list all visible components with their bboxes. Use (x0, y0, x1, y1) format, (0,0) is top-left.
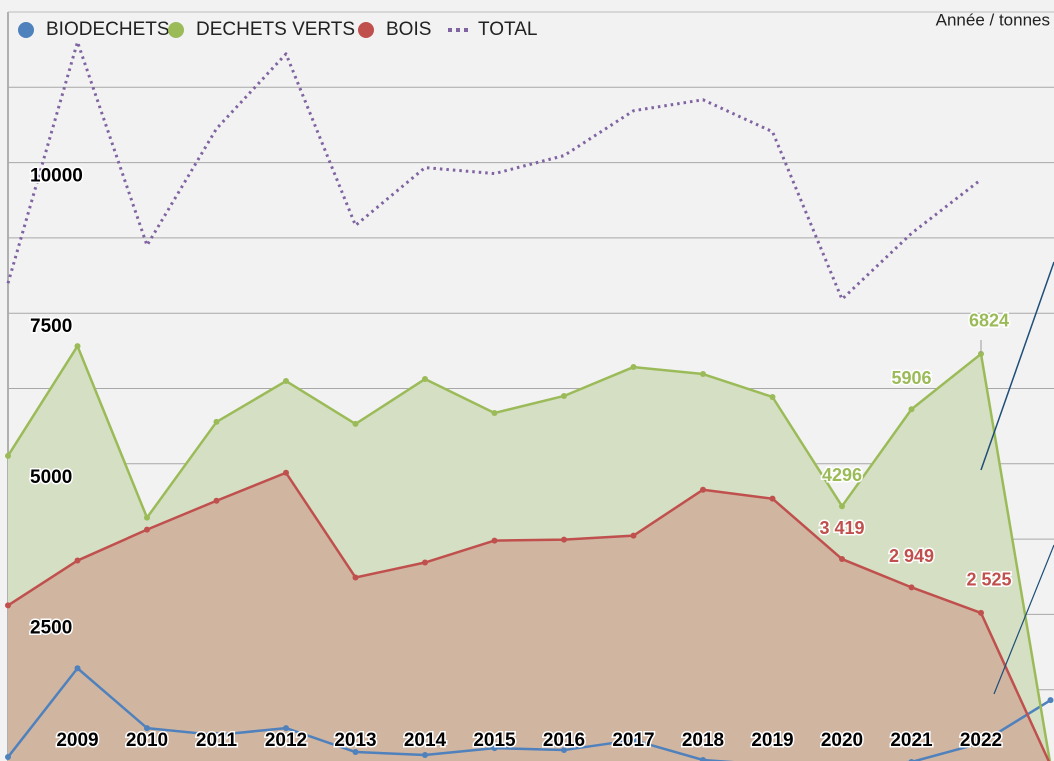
data-point (769, 495, 776, 502)
x-tick-label: 2016 (543, 730, 585, 751)
legend-label: DECHETS VERTS (196, 19, 355, 40)
y-tick-label: 7500 (30, 316, 72, 337)
data-label: 2 525 (966, 570, 1011, 590)
x-tick-label: 2018 (682, 730, 724, 751)
data-point (422, 376, 428, 383)
data-point (561, 392, 567, 399)
legend: BIODECHETS DECHETS VERTS BOIS TOTAL (18, 19, 537, 40)
data-point (491, 745, 498, 752)
data-point (561, 747, 567, 754)
data-point (839, 503, 845, 510)
data-point (144, 526, 150, 533)
x-tick-label: 2011 (196, 730, 238, 751)
data-point (352, 574, 359, 581)
data-point (630, 532, 637, 539)
data-point (74, 665, 81, 672)
data-point (1047, 697, 1054, 704)
legend-marker (18, 22, 34, 38)
data-point (978, 609, 984, 616)
data-point (630, 364, 637, 371)
data-point (978, 350, 984, 357)
data-point (213, 418, 220, 425)
data-point (144, 514, 150, 521)
x-tick-label: 2017 (612, 730, 654, 751)
legend-marker (168, 22, 184, 38)
legend-label: BIODECHETS (46, 19, 170, 40)
data-point (213, 497, 220, 504)
data-label: 6824 (969, 311, 1009, 331)
data-point (5, 602, 11, 609)
area-fill (8, 472, 1049, 761)
leader-line (980, 261, 1054, 471)
y-tick-label: 10000 (30, 166, 83, 187)
data-label: 3 419 (819, 518, 864, 538)
data-point (213, 732, 220, 739)
x-tick-label: 2021 (890, 730, 933, 751)
x-tick-label: 2010 (126, 730, 168, 751)
data-point (5, 452, 11, 459)
data-point (700, 371, 706, 378)
data-point (283, 469, 289, 476)
data-point (74, 343, 81, 350)
data-point (630, 737, 637, 744)
data-point (700, 486, 706, 493)
lines (5, 40, 1054, 761)
y-tick-label: 5000 (30, 467, 72, 488)
data-point (908, 584, 915, 591)
labels: 2500 5000 7500 10000 4296 5906 6824 3 419 2 949 2… (29, 164, 1014, 752)
data-point (978, 740, 984, 747)
data-point (491, 537, 498, 544)
leader-line (993, 544, 1054, 695)
data-point (352, 749, 359, 756)
x-tick-label: 2014 (404, 730, 447, 751)
data-point (144, 725, 150, 732)
data-point (908, 758, 915, 761)
data-point (561, 536, 567, 543)
data-point (74, 557, 81, 564)
data-point (769, 393, 776, 400)
data-label: 5906 (891, 368, 931, 388)
data-point (283, 378, 289, 385)
series-line (7, 667, 1052, 761)
areas (8, 346, 1050, 761)
data-point (283, 725, 289, 732)
data-point (422, 559, 428, 566)
x-tick-label: 2019 (751, 730, 793, 751)
legend-label: TOTAL (478, 19, 537, 40)
data-label: 4296 (822, 465, 862, 485)
legend-marker (358, 22, 374, 38)
data-point (700, 757, 706, 761)
x-tick-label: 2009 (56, 730, 98, 751)
unit-label: Année / tonnes (936, 10, 1050, 29)
data-point (839, 556, 845, 563)
data-point (352, 420, 359, 427)
data-point (491, 409, 498, 416)
series-line (7, 471, 1051, 761)
legend-label: BOIS (386, 19, 431, 40)
data-point (422, 752, 428, 759)
x-tick-label: 2015 (473, 730, 516, 751)
series-line (6, 344, 1052, 761)
data-label: 2 949 (889, 546, 934, 566)
data-point (5, 754, 11, 761)
data-point (908, 406, 915, 413)
x-tick-label: 2020 (821, 730, 863, 751)
y-tick-label: 2500 (30, 617, 72, 638)
x-tick-label: 2022 (960, 730, 1002, 751)
x-tick-label: 2013 (334, 730, 376, 751)
x-tick-label: 2012 (265, 730, 307, 751)
